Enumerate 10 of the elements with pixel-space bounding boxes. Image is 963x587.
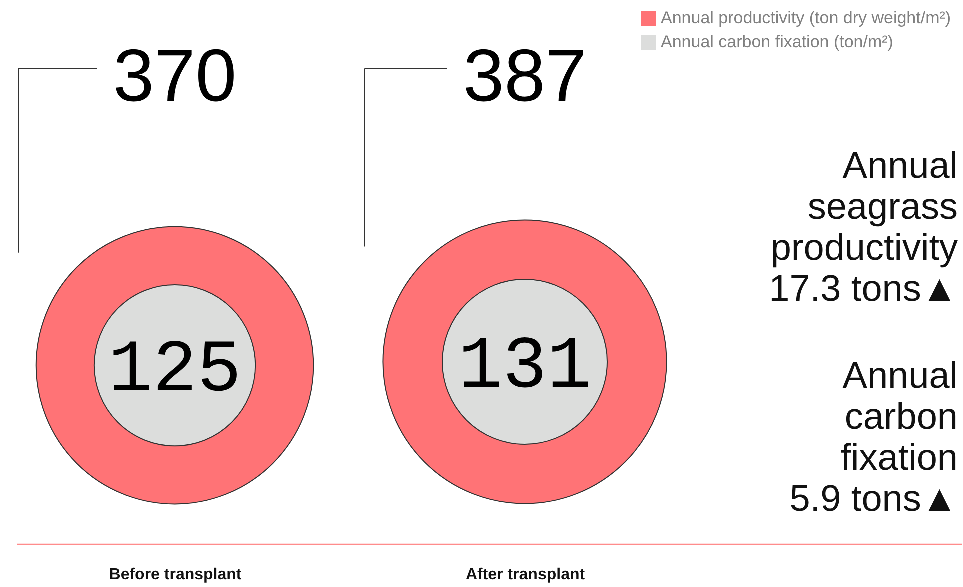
legend-label: Annual productivity (ton dry weight/m²) [661, 8, 952, 28]
data-label: 131 [458, 326, 592, 410]
data-label: 387 [463, 34, 587, 117]
text: Annual seagrass productivity 17.3 tons▲ [769, 145, 958, 309]
data-label: 370 [113, 34, 237, 117]
data-label: 125 [108, 330, 242, 414]
text: Annual carbon fixation 5.9 tons▲ [790, 355, 958, 519]
category-label: After transplant [466, 566, 586, 584]
legend-label: Annual carbon fixation (ton/m²) [661, 32, 894, 52]
category-label: Before transplant [109, 566, 242, 584]
